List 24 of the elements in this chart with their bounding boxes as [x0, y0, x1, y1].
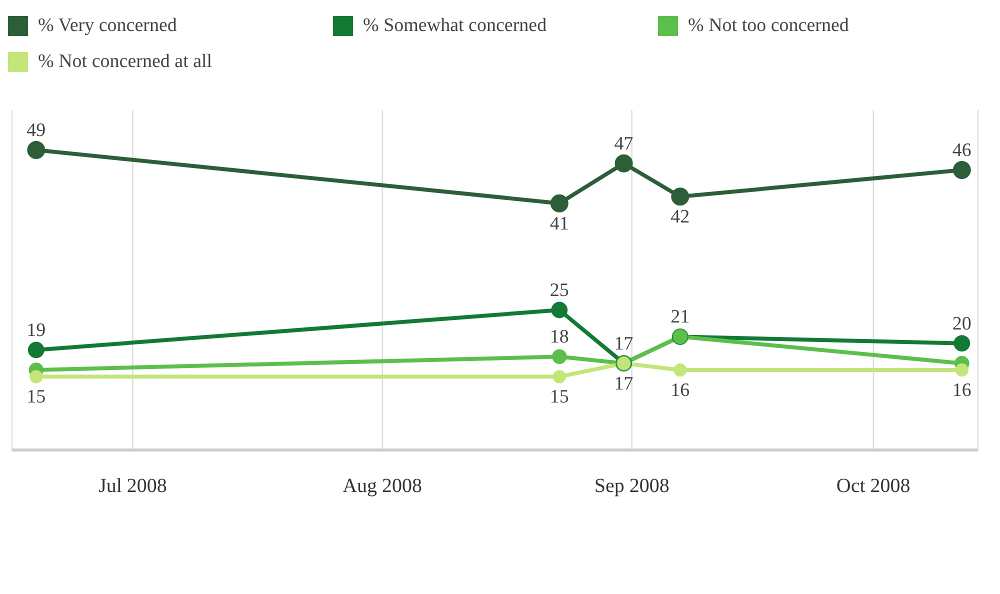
- data-label: 18: [550, 326, 569, 348]
- legend-label: % Not concerned at all: [38, 51, 212, 73]
- x-tick-label: Aug 2008: [342, 475, 422, 498]
- data-label: 21: [670, 306, 690, 328]
- x-tick-label: Jul 2008: [98, 475, 167, 498]
- data-label: 16: [670, 380, 690, 401]
- data-label: 49: [26, 120, 46, 141]
- data-label: 42: [670, 206, 690, 228]
- data-label: 46: [952, 140, 972, 161]
- data-label: 25: [550, 280, 569, 301]
- data-label: 17: [614, 333, 634, 354]
- data-label: 17: [614, 373, 634, 394]
- data-label: 47: [614, 133, 634, 154]
- data-label: 16: [952, 380, 972, 401]
- legend-label: % Not too concerned: [688, 15, 849, 37]
- legend-label: % Somewhat concerned: [363, 15, 547, 37]
- data-label: 41: [550, 213, 569, 234]
- data-label: 20: [952, 313, 972, 334]
- legend-label: % Very concerned: [38, 15, 177, 37]
- x-tick-label: Oct 2008: [836, 475, 910, 498]
- data-label: 15: [550, 386, 569, 408]
- x-tick-label: Sep 2008: [594, 475, 670, 498]
- data-label: 19: [26, 320, 46, 341]
- data-label: 15: [26, 386, 46, 408]
